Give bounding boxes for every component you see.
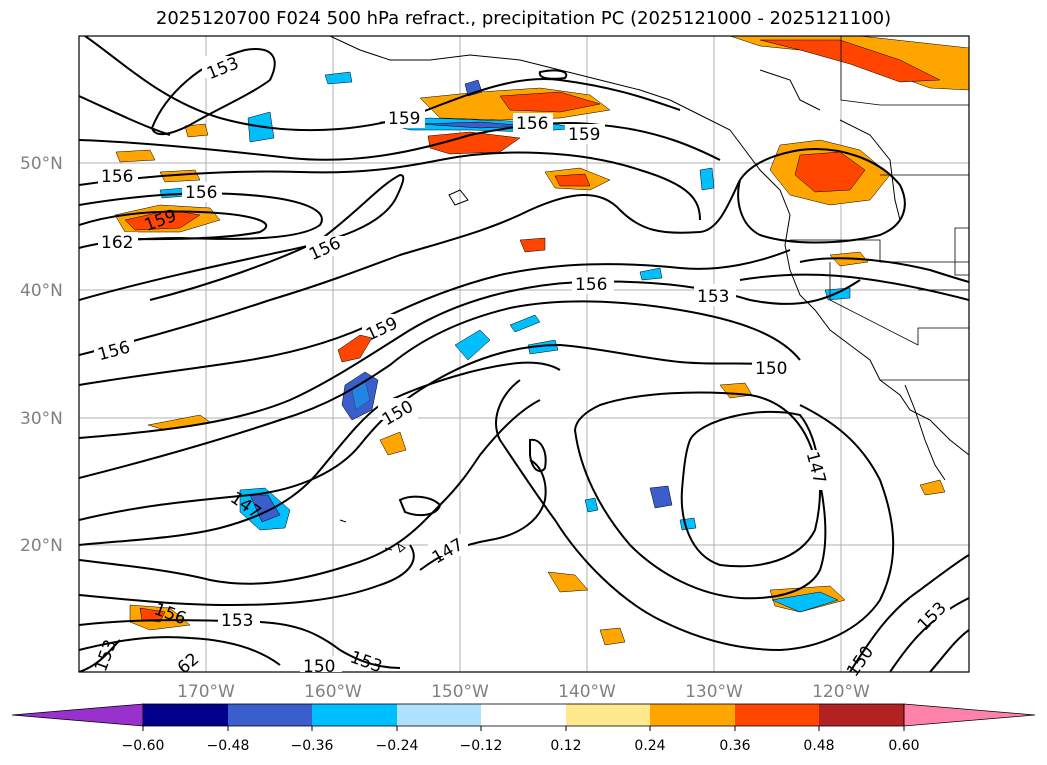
colorbar-tick: −0.48 <box>207 738 250 754</box>
lat-label-40n: 40°N <box>20 281 63 301</box>
latitude-labels: 50°N 40°N 30°N 20°N <box>20 154 63 556</box>
contour-label: 162 <box>101 233 133 253</box>
height-contours <box>79 36 969 672</box>
colorbar-tick: 0.24 <box>634 738 665 754</box>
colorbar-tick: −0.60 <box>122 738 165 754</box>
lat-label-30n: 30°N <box>20 409 63 429</box>
contour-label: 156 <box>185 183 217 203</box>
contour-label: 156 <box>575 275 607 295</box>
colorbar-extend-low <box>11 703 144 727</box>
colorbar-extend-high <box>903 703 1036 727</box>
contour-label: 156 <box>516 114 548 134</box>
lat-label-50n: 50°N <box>20 154 63 174</box>
lon-label-130w: 130°W <box>685 682 743 702</box>
colorbar-tick: 0.12 <box>550 738 581 754</box>
map-frame <box>78 35 970 673</box>
colorbar-tick: −0.36 <box>291 738 334 754</box>
colorbar-tick: 0.48 <box>803 738 834 754</box>
contour-label-group: 153 159 156 159 156 156 159 162 156 156 … <box>91 53 951 680</box>
contour-label: 159 <box>568 125 600 145</box>
lon-label-160w: 160°W <box>304 682 362 702</box>
contour-label: 156 <box>101 167 133 187</box>
longitude-labels: 170°W 160°W 150°W 140°W 130°W 120°W <box>177 682 870 702</box>
lon-label-120w: 120°W <box>812 682 870 702</box>
precip-negative <box>159 71 851 613</box>
colorbar-tick: −0.24 <box>376 738 419 754</box>
colorbar-tick: −0.12 <box>460 738 503 754</box>
colorbar-tick: 0.36 <box>719 738 750 754</box>
colorbar: −0.60 −0.48 −0.36 −0.24 −0.12 0.12 0.24 … <box>11 703 1036 754</box>
contour-label: 150 <box>303 657 335 677</box>
lat-label-20n: 20°N <box>20 536 63 556</box>
lon-label-150w: 150°W <box>431 682 489 702</box>
lon-label-140w: 140°W <box>558 682 616 702</box>
contour-label: 150 <box>755 359 787 379</box>
map-title: 2025120700 F024 500 hPa refract., precip… <box>155 8 892 29</box>
contour-label: 159 <box>388 109 420 129</box>
contour-label: 153 <box>697 287 729 307</box>
colorbar-tick: 0.60 <box>888 738 919 754</box>
coastlines <box>329 36 969 553</box>
contour-label: 153 <box>221 611 253 631</box>
lon-label-170w: 170°W <box>177 682 235 702</box>
